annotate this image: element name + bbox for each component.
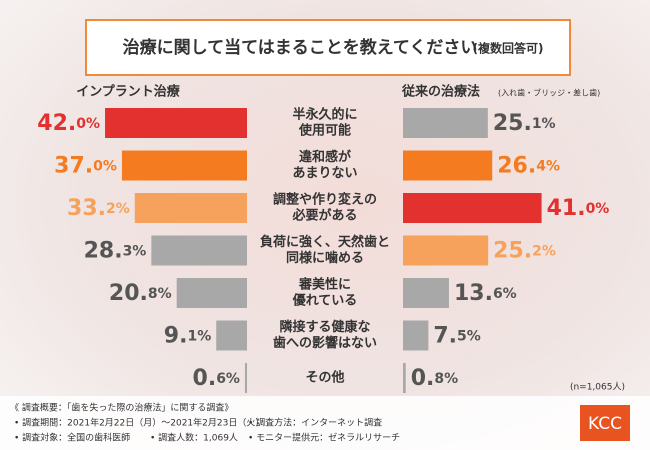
sample-note: (n=1,065人): [570, 382, 625, 393]
footer-item: • モニター提供元：ゼネラルリサーチ: [248, 432, 400, 444]
value-label: 25.2%: [493, 239, 556, 264]
value-label: 41.0%: [547, 196, 610, 221]
category-label: 隣接する健康な: [279, 319, 370, 335]
bar: [121, 150, 247, 181]
value-label-main: 7.: [433, 324, 457, 349]
value-label-main: 28.: [84, 239, 123, 264]
bar: [244, 363, 247, 393]
bar: [176, 278, 247, 308]
value-label-minor: 0%: [76, 116, 100, 132]
value-label-minor: 4%: [536, 159, 560, 175]
value-label-main: 0.: [411, 366, 435, 391]
value-label-minor: 5%: [457, 329, 481, 345]
value-label-minor: 2%: [532, 244, 556, 260]
value-label-minor: 2%: [106, 201, 130, 217]
bar: [403, 193, 542, 223]
bar: [403, 278, 449, 308]
category-label: 審美性に: [298, 277, 351, 293]
value-label-minor: 1%: [187, 329, 211, 345]
footer-item: • 調査対象：全国の歯科医師: [14, 432, 130, 444]
value-label: 33.2%: [67, 196, 130, 221]
value-label-main: 41.: [547, 196, 586, 221]
category-label: 調整や作り変えの: [273, 192, 377, 208]
bar: [151, 235, 247, 266]
category-label: 同様に噛める: [286, 250, 364, 266]
value-label-minor: 8%: [148, 286, 172, 302]
value-label-main: 25.: [493, 239, 532, 264]
value-label-main: 25.: [493, 111, 532, 136]
chart-title: 治療に関して当てはまることを教えてください: [123, 37, 478, 58]
logo: KCC: [588, 414, 622, 434]
value-label: 28.3%: [84, 239, 147, 264]
legend-left: インプラント治療: [76, 84, 181, 100]
bar: [403, 150, 493, 181]
footer-item: • 調査人数：1,069人: [150, 432, 238, 444]
value-label-main: 0.: [193, 366, 217, 391]
category-label: その他: [305, 370, 344, 386]
value-label-minor: 1%: [532, 116, 556, 132]
value-label: 0.6%: [193, 366, 240, 391]
category-label: 必要がある: [291, 208, 357, 224]
value-label: 13.6%: [454, 281, 517, 306]
bar: [403, 363, 406, 393]
value-label-minor: 6%: [216, 371, 240, 387]
value-label: 0.8%: [411, 366, 458, 391]
footer-item: • 調査方法：インターネット調査: [248, 417, 382, 429]
value-label-main: 37.: [54, 154, 93, 179]
chart-subtitle: (複数回答可): [473, 41, 544, 56]
value-label: 25.1%: [493, 111, 556, 136]
bar: [403, 108, 488, 138]
category-label: 歯への影響はない: [273, 335, 377, 351]
value-label-minor: 3%: [123, 244, 147, 260]
bar: [105, 108, 247, 138]
footer-item: • 調査期間：2021年2月22日（月）～2021年2月23日（火）: [14, 417, 264, 429]
value-label-main: 9.: [164, 324, 188, 349]
value-label-main: 26.: [497, 154, 536, 179]
bar: [403, 320, 429, 351]
value-label: 42.0%: [37, 111, 100, 136]
legend-right: 従来の治療法: [401, 84, 480, 100]
value-label: 9.1%: [164, 324, 211, 349]
value-label-main: 20.: [109, 281, 148, 306]
legend-right-note: (入れ歯・ブリッジ・差し歯): [498, 88, 600, 98]
value-label: 7.5%: [433, 324, 480, 349]
category-label: あまりない: [292, 166, 357, 181]
value-label: 20.8%: [109, 281, 172, 306]
category-label: 違和感が: [299, 149, 351, 165]
value-label-minor: 6%: [493, 286, 517, 302]
footer-heading: 《 調査概要：「歯を失った際の治療法」に関する調査》: [10, 402, 233, 414]
value-label-minor: 0%: [93, 159, 117, 175]
category-label: 優れている: [292, 293, 358, 309]
value-label: 26.4%: [497, 154, 560, 179]
value-label-minor: 0%: [586, 201, 610, 217]
category-label: 負荷に強く、天然歯と: [260, 234, 390, 250]
logo-box: [580, 405, 630, 441]
value-label-main: 13.: [454, 281, 493, 306]
title-box: [85, 19, 571, 76]
value-label: 37.0%: [54, 154, 117, 179]
value-label-main: 42.: [37, 111, 76, 136]
bar: [216, 320, 247, 351]
footer-bg: [0, 396, 650, 450]
bar: [134, 193, 247, 223]
bar: [403, 235, 489, 266]
value-label-main: 33.: [67, 196, 106, 221]
category-label: 使用可能: [298, 123, 351, 139]
value-label-minor: 8%: [434, 371, 458, 387]
category-label: 半永久的に: [292, 107, 357, 123]
